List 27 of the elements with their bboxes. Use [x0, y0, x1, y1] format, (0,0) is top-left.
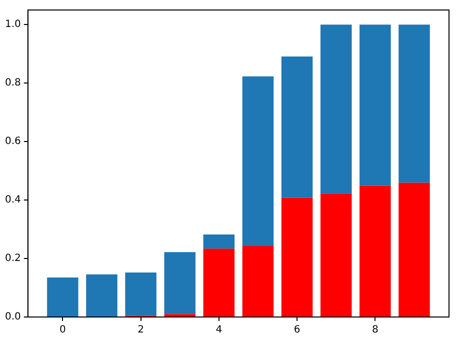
x-tick-label: 0 [59, 324, 66, 336]
bar [242, 246, 274, 316]
bar [281, 198, 313, 316]
x-tick-label: 4 [216, 324, 222, 336]
y-tick-label: 0.6 [4, 136, 21, 148]
bar [360, 24, 391, 186]
bar [86, 274, 118, 316]
bar [164, 252, 196, 314]
bar [281, 56, 313, 198]
bar [320, 24, 352, 194]
y-tick-label: 0.4 [4, 194, 21, 206]
y-tick-label: 1.0 [4, 19, 21, 30]
y-tick-label: 0.0 [4, 312, 21, 323]
x-tick-label: 2 [138, 324, 144, 336]
bar [398, 182, 430, 316]
y-tick-label: 0.2 [4, 253, 21, 264]
bar [360, 186, 391, 316]
x-tick-label: 6 [294, 324, 300, 336]
x-tick-label: 8 [372, 324, 378, 336]
bar [125, 272, 156, 316]
bar [242, 76, 274, 246]
bar [203, 234, 235, 249]
bar [203, 248, 235, 316]
y-tick-label: 0.8 [4, 78, 21, 89]
bar [398, 24, 430, 183]
bar [320, 194, 352, 316]
bar [47, 278, 78, 316]
